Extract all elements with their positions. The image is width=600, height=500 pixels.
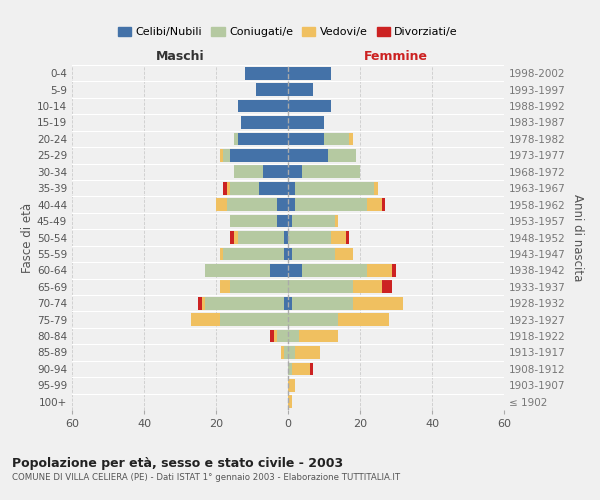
Bar	[353, 297, 403, 310]
Bar	[288, 362, 292, 376]
Legend: Celibi/Nubili, Coniugati/e, Vedovi/e, Divorziati/e: Celibi/Nubili, Coniugati/e, Vedovi/e, Di…	[113, 22, 463, 42]
Bar	[302, 264, 367, 277]
Bar	[230, 182, 259, 194]
Bar	[281, 346, 284, 359]
Bar	[292, 297, 353, 310]
Bar	[238, 132, 288, 145]
Bar	[382, 198, 385, 211]
Text: Maschi: Maschi	[155, 50, 205, 64]
Bar	[220, 313, 288, 326]
Bar	[277, 330, 288, 342]
Bar	[284, 248, 288, 260]
Bar	[288, 231, 331, 244]
Bar	[288, 396, 292, 408]
Bar	[198, 297, 202, 310]
Bar	[367, 198, 382, 211]
Bar	[302, 166, 360, 178]
Bar	[288, 264, 302, 277]
Bar	[205, 297, 284, 310]
Bar	[205, 264, 270, 277]
Bar	[284, 346, 288, 359]
Bar	[223, 182, 227, 194]
Bar	[295, 198, 367, 211]
Bar	[288, 379, 295, 392]
Bar	[220, 149, 223, 162]
Bar	[292, 248, 335, 260]
Bar	[374, 182, 378, 194]
Bar	[270, 264, 288, 277]
Bar	[299, 330, 338, 342]
Bar	[284, 297, 288, 310]
Bar	[335, 248, 353, 260]
Bar	[202, 297, 205, 310]
Bar	[288, 198, 295, 211]
Bar	[230, 280, 288, 293]
Bar	[338, 313, 389, 326]
Bar	[234, 231, 238, 244]
Bar	[288, 248, 292, 260]
Bar	[230, 214, 277, 228]
Bar	[234, 166, 263, 178]
Bar	[223, 149, 230, 162]
Bar	[284, 231, 288, 244]
Bar	[288, 297, 292, 310]
Bar	[227, 198, 277, 211]
Bar	[288, 132, 324, 145]
Bar	[259, 182, 288, 194]
Bar	[220, 248, 223, 260]
Bar	[288, 67, 331, 80]
Bar	[277, 214, 288, 228]
Bar	[324, 132, 349, 145]
Y-axis label: Anni di nascita: Anni di nascita	[571, 194, 584, 281]
Bar	[238, 231, 284, 244]
Bar	[367, 264, 392, 277]
Bar	[392, 264, 396, 277]
Bar	[288, 149, 328, 162]
Bar	[346, 231, 349, 244]
Bar	[288, 83, 313, 96]
Bar	[310, 362, 313, 376]
Bar	[288, 346, 295, 359]
Text: Popolazione per età, sesso e stato civile - 2003: Popolazione per età, sesso e stato civil…	[12, 458, 343, 470]
Bar	[223, 248, 284, 260]
Bar	[349, 132, 353, 145]
Bar	[220, 280, 230, 293]
Bar	[256, 83, 288, 96]
Bar	[382, 280, 392, 293]
Bar	[288, 116, 324, 129]
Bar	[230, 149, 288, 162]
Bar	[216, 198, 227, 211]
Bar	[263, 166, 288, 178]
Bar	[245, 67, 288, 80]
Bar	[288, 100, 331, 112]
Bar	[277, 198, 288, 211]
Bar	[288, 214, 292, 228]
Bar	[288, 182, 295, 194]
Bar	[230, 231, 234, 244]
Bar	[274, 330, 277, 342]
Bar	[295, 182, 374, 194]
Bar	[295, 346, 320, 359]
Text: COMUNE DI VILLA CELIERA (PE) - Dati ISTAT 1° gennaio 2003 - Elaborazione TUTTITA: COMUNE DI VILLA CELIERA (PE) - Dati ISTA…	[12, 472, 400, 482]
Y-axis label: Fasce di età: Fasce di età	[21, 202, 34, 272]
Bar	[288, 313, 338, 326]
Bar	[238, 100, 288, 112]
Bar	[331, 231, 346, 244]
Bar	[353, 280, 382, 293]
Bar	[270, 330, 274, 342]
Bar	[191, 313, 220, 326]
Bar	[292, 214, 335, 228]
Text: Femmine: Femmine	[364, 50, 428, 64]
Bar	[288, 280, 353, 293]
Bar	[227, 182, 230, 194]
Bar	[241, 116, 288, 129]
Bar	[288, 166, 302, 178]
Bar	[328, 149, 356, 162]
Bar	[335, 214, 338, 228]
Bar	[288, 330, 299, 342]
Bar	[234, 132, 238, 145]
Bar	[292, 362, 310, 376]
